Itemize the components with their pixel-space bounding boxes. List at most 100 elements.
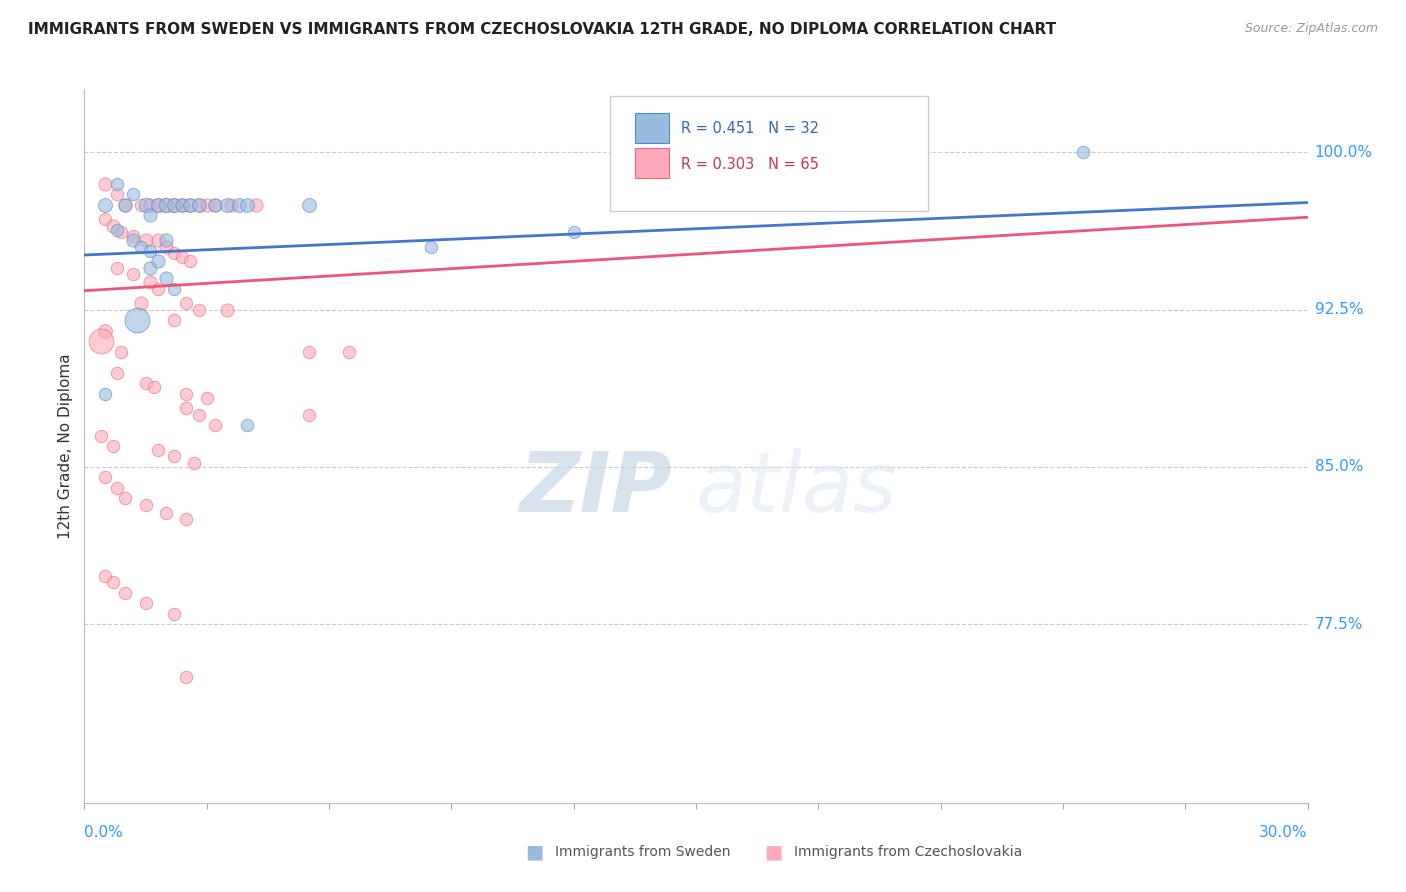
Point [93, 470, 115, 484]
FancyBboxPatch shape [636, 112, 669, 143]
Point [204, 197, 226, 211]
Point [101, 575, 124, 590]
Point [135, 596, 157, 610]
Point [105, 260, 128, 275]
Point [138, 197, 160, 211]
Point [122, 229, 145, 244]
Point [298, 408, 321, 422]
Point [135, 233, 157, 247]
Point [90, 334, 112, 348]
Point [114, 197, 136, 211]
Point [114, 197, 136, 211]
Text: ■: ■ [524, 842, 544, 862]
Point [179, 254, 201, 268]
Point [155, 239, 177, 253]
Point [174, 512, 197, 526]
Point [187, 408, 209, 422]
Point [105, 177, 128, 191]
Point [420, 239, 443, 253]
Point [105, 187, 128, 202]
Point [187, 197, 209, 211]
Point [219, 197, 242, 211]
Point [110, 225, 132, 239]
Point [195, 197, 218, 211]
Point [142, 380, 165, 394]
Point [179, 197, 201, 211]
Point [174, 386, 197, 401]
Point [138, 208, 160, 222]
Point [187, 302, 209, 317]
Point [127, 313, 149, 327]
Point [93, 177, 115, 191]
Point [163, 607, 186, 621]
Point [339, 344, 360, 359]
Text: 85.0%: 85.0% [1315, 459, 1362, 475]
Point [155, 506, 177, 520]
Point [163, 313, 186, 327]
Point [228, 197, 250, 211]
Point [217, 197, 239, 211]
Point [174, 670, 197, 684]
Text: Source: ZipAtlas.com: Source: ZipAtlas.com [1244, 22, 1378, 36]
Point [298, 344, 321, 359]
Point [122, 187, 145, 202]
Text: 100.0%: 100.0% [1315, 145, 1372, 160]
Point [105, 366, 128, 380]
FancyBboxPatch shape [636, 148, 669, 178]
Point [155, 197, 177, 211]
Point [155, 197, 177, 211]
Point [105, 481, 128, 495]
Point [174, 296, 197, 310]
Point [187, 197, 209, 211]
Point [146, 282, 169, 296]
Point [114, 491, 136, 506]
Text: Immigrants from Czechoslovakia: Immigrants from Czechoslovakia [794, 845, 1022, 859]
Point [204, 417, 226, 432]
Point [172, 197, 194, 211]
Point [195, 391, 218, 405]
Point [101, 439, 124, 453]
Point [163, 197, 186, 211]
Text: Immigrants from Sweden: Immigrants from Sweden [555, 845, 731, 859]
Point [93, 386, 115, 401]
Text: IMMIGRANTS FROM SWEDEN VS IMMIGRANTS FROM CZECHOSLOVAKIA 12TH GRADE, NO DIPLOMA : IMMIGRANTS FROM SWEDEN VS IMMIGRANTS FRO… [28, 22, 1056, 37]
Point [93, 569, 115, 583]
Point [93, 324, 115, 338]
Point [146, 254, 169, 268]
Y-axis label: 12th Grade, No Diploma: 12th Grade, No Diploma [58, 353, 73, 539]
Text: 92.5%: 92.5% [1315, 302, 1362, 317]
Point [174, 401, 197, 416]
Point [204, 197, 226, 211]
Point [298, 197, 321, 211]
Point [172, 197, 194, 211]
Point [163, 246, 186, 260]
Point [183, 456, 205, 470]
Point [93, 212, 115, 227]
Text: R = 0.451   N = 32: R = 0.451 N = 32 [682, 121, 820, 136]
Point [138, 260, 160, 275]
Text: R = 0.303   N = 65: R = 0.303 N = 65 [682, 157, 820, 171]
Point [155, 271, 177, 285]
Point [131, 239, 153, 253]
Point [110, 344, 132, 359]
Point [155, 233, 177, 247]
Point [562, 225, 585, 239]
Point [1071, 145, 1094, 160]
Text: atlas: atlas [696, 449, 897, 529]
Point [138, 275, 160, 289]
Point [236, 197, 259, 211]
Point [163, 282, 186, 296]
Point [131, 296, 153, 310]
Point [146, 197, 169, 211]
Point [122, 267, 145, 281]
Text: ZIP: ZIP [519, 449, 672, 529]
Point [105, 223, 128, 237]
Point [146, 197, 169, 211]
Point [146, 233, 169, 247]
Point [122, 233, 145, 247]
Point [179, 197, 201, 211]
Point [172, 250, 194, 264]
Point [135, 197, 157, 211]
Point [101, 219, 124, 233]
Point [135, 498, 157, 512]
